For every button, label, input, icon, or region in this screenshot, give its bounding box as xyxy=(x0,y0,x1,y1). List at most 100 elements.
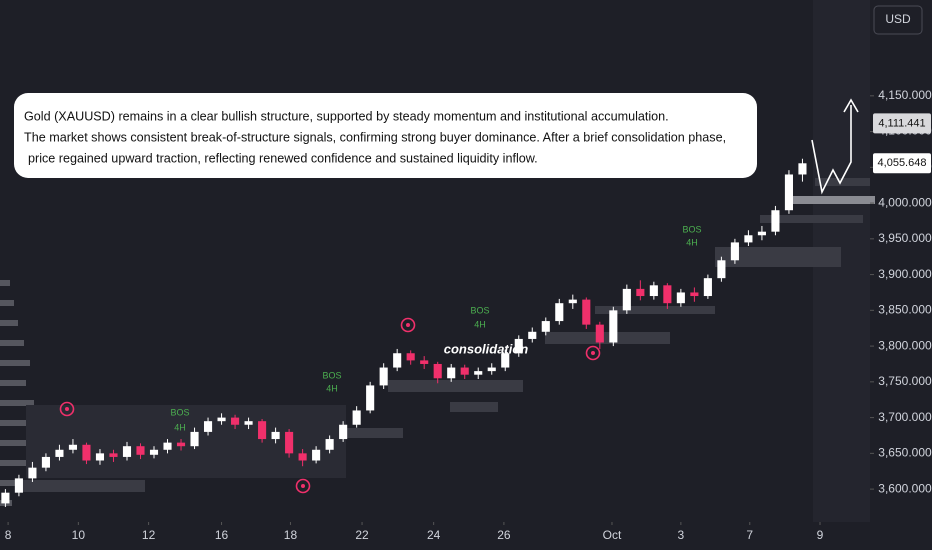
x-tick-label: 18 xyxy=(284,528,298,542)
price-label: 4,055.648 xyxy=(878,157,927,169)
candle-body xyxy=(271,431,280,440)
candle-body xyxy=(541,321,550,332)
markers xyxy=(59,317,601,494)
projection-path xyxy=(811,105,852,195)
y-tick-label: 3,950.000 xyxy=(878,231,932,245)
annotation: BOS xyxy=(682,224,701,234)
candle-body xyxy=(149,449,159,455)
candle-body xyxy=(622,288,631,311)
candle-body xyxy=(690,292,699,297)
candle-body xyxy=(379,367,388,386)
annotation: BOS xyxy=(322,370,341,380)
candle-body xyxy=(406,353,415,361)
candle-body xyxy=(636,288,645,297)
y-tick-label: 3,700.000 xyxy=(878,410,932,424)
currency-label: USD xyxy=(885,12,911,26)
candle-body xyxy=(460,367,469,375)
candle-body xyxy=(798,163,807,175)
candle-body xyxy=(190,431,199,447)
x-tick-label: 12 xyxy=(142,528,156,542)
candle-body xyxy=(366,385,375,411)
candle-body xyxy=(609,310,618,343)
candle-body xyxy=(474,371,483,375)
candle-body xyxy=(582,299,591,325)
candle-body xyxy=(433,363,442,379)
annotation: 4H xyxy=(474,319,486,329)
candle-body xyxy=(757,231,766,236)
annotation: BOS xyxy=(470,305,489,315)
candles xyxy=(1,158,807,507)
candle-body xyxy=(203,421,213,432)
candle-body xyxy=(95,453,105,461)
note-line: Gold (XAUUSD) remains in a clear bullish… xyxy=(24,109,669,123)
candle-body xyxy=(528,331,537,339)
x-tick-label: 8 xyxy=(5,528,12,542)
candle-body xyxy=(122,446,132,457)
candle-body xyxy=(136,446,145,455)
x-tick-label: 26 xyxy=(497,528,511,542)
y-tick-label: 4,000.000 xyxy=(878,195,932,209)
candle-body xyxy=(217,417,226,422)
annotation: 4H xyxy=(174,422,186,432)
candle-body xyxy=(258,421,267,440)
x-tick-label: 3 xyxy=(678,528,685,542)
y-tick-label: 3,900.000 xyxy=(878,267,932,281)
x-tick-label: 22 xyxy=(355,528,369,542)
candle-body xyxy=(717,260,726,279)
candle-body xyxy=(555,303,564,322)
price-label-box xyxy=(873,113,931,134)
currency-button[interactable] xyxy=(873,5,923,35)
y-tick-label: 3,750.000 xyxy=(878,374,932,388)
candle-body xyxy=(514,338,523,354)
candle-body xyxy=(352,410,361,425)
candle-body xyxy=(730,242,739,261)
x-tick-label: 10 xyxy=(72,528,86,542)
candle-body xyxy=(41,456,50,468)
candle-body xyxy=(501,353,510,368)
y-tick-label: 3,600.000 xyxy=(878,481,932,495)
candle-body xyxy=(1,492,10,504)
candle-body xyxy=(55,449,64,457)
candle-body xyxy=(109,453,118,457)
candle-body xyxy=(649,285,658,297)
note-line: The market shows consistent break-of-str… xyxy=(24,130,726,144)
candle-body xyxy=(784,174,793,211)
candle-body xyxy=(744,235,753,243)
y-tick-label: 3,850.000 xyxy=(878,303,932,317)
candle-body xyxy=(176,442,186,447)
candle-body xyxy=(487,367,496,372)
y-tick-label: 3,650.000 xyxy=(878,446,932,460)
candle-body xyxy=(663,285,672,304)
candle-body xyxy=(231,417,240,425)
annotation: 4H xyxy=(326,383,338,393)
candle-body xyxy=(285,431,294,454)
projection-arrow xyxy=(843,98,859,113)
candle-body xyxy=(339,424,348,440)
candle-body xyxy=(68,444,78,450)
note-box xyxy=(14,93,757,178)
candle-body xyxy=(298,453,307,461)
y-tick-label: 4,150.000 xyxy=(878,88,932,102)
x-tick-label: 7 xyxy=(746,528,753,542)
candle-body xyxy=(703,278,712,297)
candle-body xyxy=(325,439,334,450)
candle-body xyxy=(163,442,172,450)
x-tick-label: 9 xyxy=(817,528,824,542)
candle-body xyxy=(447,367,456,379)
x-tick-label: 16 xyxy=(215,528,229,542)
price-label-box xyxy=(873,153,931,174)
note-line: price regained upward traction, reflecti… xyxy=(28,151,538,165)
candle-body xyxy=(82,444,91,461)
annotation: BOS xyxy=(170,407,189,417)
x-tick-label: 24 xyxy=(427,528,441,542)
annotation: consolidation xyxy=(444,341,529,356)
candle-body xyxy=(676,292,685,304)
price-label: 4,111.441 xyxy=(878,117,925,129)
candle-body xyxy=(14,478,23,493)
marker-dots xyxy=(65,323,595,488)
candle-body xyxy=(244,421,253,425)
candle-body xyxy=(420,360,429,364)
candle-body xyxy=(312,449,321,461)
annotation: 4H xyxy=(686,237,698,247)
